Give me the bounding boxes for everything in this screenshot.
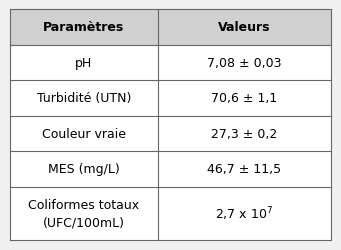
Bar — [158, 81, 331, 116]
Text: MES (mg/L): MES (mg/L) — [48, 163, 120, 176]
Bar — [10, 187, 158, 240]
Text: Turbidité (UTN): Turbidité (UTN) — [37, 92, 131, 105]
Text: Coliformes totaux
(UFC/100mL): Coliformes totaux (UFC/100mL) — [28, 198, 139, 228]
Text: 46,7 ± 11,5: 46,7 ± 11,5 — [207, 163, 281, 176]
Text: 27,3 ± 0,2: 27,3 ± 0,2 — [211, 127, 277, 140]
Text: Couleur vraie: Couleur vraie — [42, 127, 126, 140]
Text: 70,6 ± 1,1: 70,6 ± 1,1 — [211, 92, 277, 105]
Bar — [158, 116, 331, 152]
Text: Valeurs: Valeurs — [218, 21, 270, 34]
Text: 7,08 ± 0,03: 7,08 ± 0,03 — [207, 56, 281, 70]
Text: 2,7 x 10$^7$: 2,7 x 10$^7$ — [215, 205, 273, 222]
Text: pH: pH — [75, 56, 92, 70]
Bar — [158, 187, 331, 240]
Bar — [158, 152, 331, 187]
Bar — [10, 152, 158, 187]
Bar — [10, 81, 158, 116]
Bar — [158, 46, 331, 81]
Bar — [10, 116, 158, 152]
Bar — [158, 10, 331, 46]
Text: Paramètres: Paramètres — [43, 21, 124, 34]
Bar — [10, 46, 158, 81]
Bar — [10, 10, 158, 46]
